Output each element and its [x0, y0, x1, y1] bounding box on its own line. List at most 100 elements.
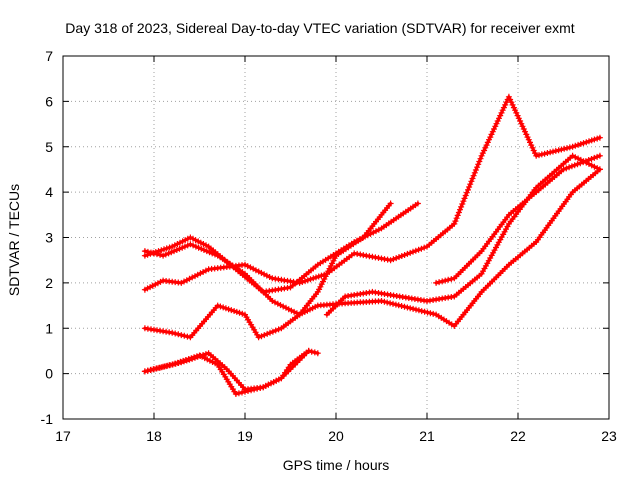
data-point-marker — [189, 274, 196, 281]
data-point-marker — [269, 328, 276, 335]
data-point-marker — [373, 228, 379, 235]
data-point-marker — [522, 128, 528, 135]
data-point-marker — [228, 307, 235, 314]
data-point-marker — [239, 310, 246, 317]
data-point-marker — [541, 150, 548, 157]
data-point-marker — [536, 152, 542, 159]
data-point-marker — [200, 352, 207, 358]
x-tick-label: 23 — [601, 428, 617, 444]
data-point-marker — [414, 200, 421, 207]
data-point-marker — [448, 276, 455, 283]
data-point-marker — [304, 277, 311, 284]
data-point-marker — [387, 200, 394, 207]
data-point-marker — [239, 389, 245, 396]
data-point-marker — [421, 308, 428, 315]
x-tick-label: 17 — [55, 428, 71, 444]
data-point-marker — [183, 357, 190, 364]
data-point-marker — [491, 126, 497, 132]
data-point-marker — [596, 166, 603, 173]
data-point-marker — [571, 162, 578, 169]
y-axis-label: SDTVAR / TECUs — [6, 184, 22, 296]
data-point-marker — [558, 146, 565, 153]
data-point-marker — [568, 163, 575, 170]
data-point-marker — [533, 152, 540, 159]
data-point-marker — [381, 298, 388, 305]
data-point-marker — [169, 329, 176, 336]
series-trace-7 — [323, 152, 603, 318]
data-point-marker — [184, 242, 191, 249]
data-point-marker — [407, 249, 414, 256]
data-point-marker — [264, 330, 271, 337]
data-point-marker — [161, 363, 168, 370]
data-point-marker — [158, 247, 165, 254]
x-tick-label: 19 — [237, 428, 253, 444]
y-tick-label: 7 — [45, 48, 53, 64]
data-point-marker — [197, 270, 204, 277]
series-layer — [141, 93, 603, 397]
data-point-marker — [244, 263, 251, 270]
data-point-marker — [387, 257, 394, 264]
data-point-marker — [171, 248, 177, 255]
data-point-marker — [267, 329, 273, 336]
data-point-marker — [192, 243, 199, 250]
data-point-marker — [424, 309, 431, 316]
data-point-marker — [198, 245, 205, 252]
data-point-marker — [314, 350, 321, 357]
data-point-marker — [569, 143, 576, 150]
data-point-marker — [412, 247, 419, 254]
data-point-marker — [560, 166, 567, 173]
y-tick-label: 2 — [45, 275, 53, 291]
data-point-marker — [588, 162, 595, 169]
data-point-marker — [141, 368, 148, 375]
data-point-marker — [582, 158, 589, 165]
data-point-marker — [158, 364, 165, 371]
data-point-marker — [153, 365, 160, 372]
data-point-marker — [418, 245, 425, 252]
data-point-marker — [232, 391, 239, 397]
data-point-marker — [433, 279, 440, 286]
data-point-marker — [194, 353, 201, 360]
data-point-marker — [496, 115, 502, 122]
data-point-marker — [162, 251, 169, 258]
data-point-marker — [272, 327, 279, 334]
data-point-marker — [307, 276, 314, 283]
data-point-marker — [310, 275, 317, 282]
data-point-marker — [209, 250, 216, 257]
data-point-marker — [461, 195, 468, 202]
data-point-marker — [192, 354, 198, 361]
data-point-marker — [594, 135, 601, 142]
data-point-marker — [202, 267, 209, 274]
data-point-marker — [520, 126, 527, 132]
data-point-marker — [189, 355, 196, 362]
data-point-marker — [181, 243, 188, 250]
data-point-marker — [577, 160, 584, 167]
data-point-marker — [181, 278, 187, 285]
data-point-marker — [453, 215, 460, 222]
data-point-marker — [163, 245, 170, 252]
data-point-marker — [186, 356, 193, 363]
data-point-marker — [214, 302, 221, 309]
data-point-marker — [181, 358, 187, 365]
data-point-marker — [591, 154, 598, 161]
data-point-marker — [467, 181, 474, 188]
data-point-marker — [484, 139, 491, 146]
y-tick-label: 1 — [45, 320, 53, 336]
data-point-marker — [202, 351, 209, 358]
data-point-marker — [169, 361, 176, 368]
data-point-marker — [187, 241, 194, 248]
data-point-marker — [498, 109, 505, 116]
data-point-marker — [190, 242, 197, 249]
data-point-marker — [476, 158, 483, 165]
data-point-marker — [387, 300, 394, 307]
x-axis-label: GPS time / hours — [283, 457, 390, 473]
data-point-marker — [390, 300, 396, 307]
data-point-marker — [184, 333, 191, 340]
data-point-marker — [492, 123, 499, 130]
x-tick-label: 21 — [419, 428, 435, 444]
data-point-marker — [168, 249, 175, 256]
data-point-marker — [395, 302, 402, 309]
data-point-marker — [415, 307, 422, 314]
data-point-marker — [280, 303, 287, 310]
data-point-marker — [225, 306, 232, 313]
data-point-marker — [261, 332, 268, 339]
